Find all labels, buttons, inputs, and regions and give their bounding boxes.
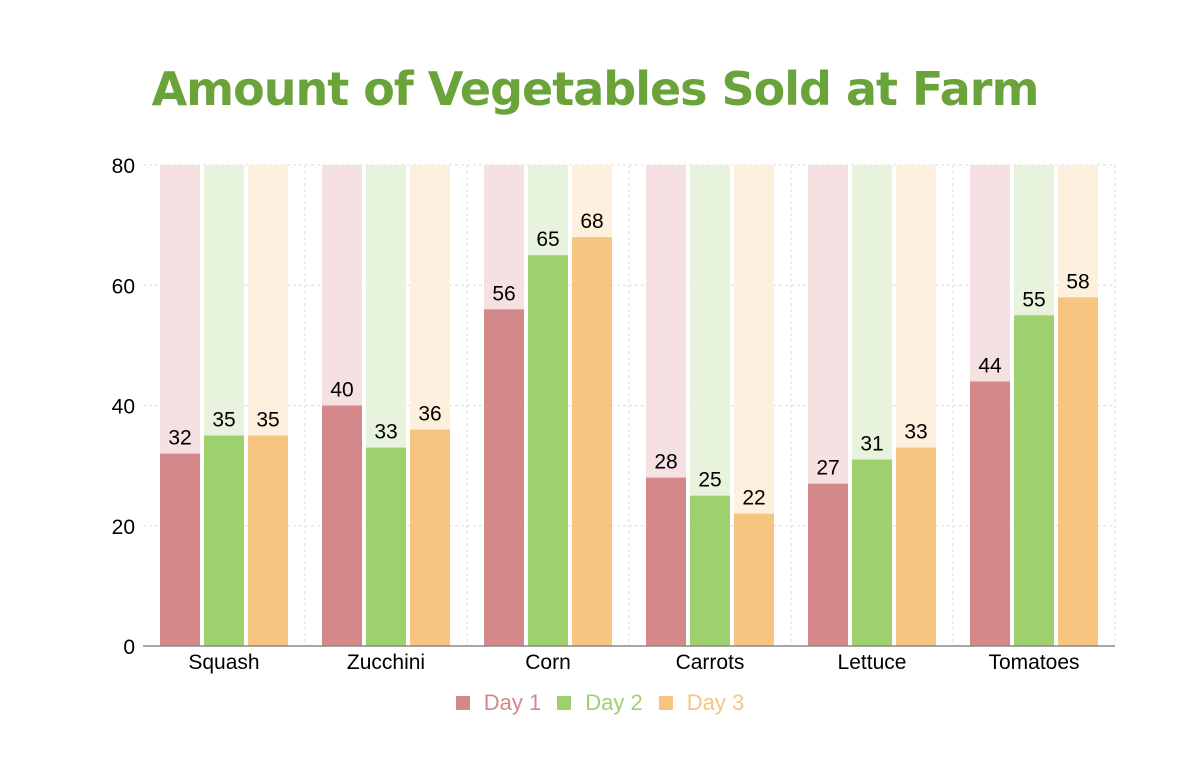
bar-tomatoes-day-3	[1058, 297, 1098, 646]
data-label-squash-day-3: 35	[256, 409, 279, 432]
data-label-tomatoes-day-3: 58	[1066, 270, 1089, 293]
bar-squash-day-2	[204, 435, 244, 646]
bar-carrots-day-3	[734, 513, 774, 646]
legend-label-day-1: Day 1	[483, 690, 542, 715]
data-label-corn-day-1: 56	[492, 282, 515, 305]
bar-lettuce-day-3	[896, 447, 936, 646]
chart-title: Amount of Vegetables Sold at Farm	[151, 62, 1040, 116]
bar-zucchini-day-1	[322, 405, 362, 646]
x-tick-label-lettuce: Lettuce	[838, 651, 907, 674]
bar-corn-day-2	[528, 255, 568, 646]
data-label-squash-day-1: 32	[168, 427, 191, 450]
x-tick-label-squash: Squash	[188, 651, 259, 674]
legend-item-day-2[interactable]: Day 2	[557, 690, 643, 716]
y-tick-label-20: 20	[112, 516, 135, 539]
bar-carrots-day-1	[646, 477, 686, 646]
y-tick-label-80: 80	[112, 155, 135, 178]
data-label-lettuce-day-3: 33	[904, 421, 927, 444]
bar-zucchini-day-2	[366, 447, 406, 646]
legend-swatch-day-1	[455, 696, 470, 710]
data-label-lettuce-day-1: 27	[816, 457, 839, 480]
legend-swatch-day-2	[557, 696, 572, 710]
data-label-carrots-day-3: 22	[742, 487, 765, 510]
data-label-zucchini-day-1: 40	[330, 379, 353, 402]
legend: Day 1 Day 2 Day 3	[0, 690, 1200, 716]
data-label-lettuce-day-2: 31	[860, 433, 883, 456]
x-tick-label-zucchini: Zucchini	[347, 651, 425, 674]
legend-label-day-2: Day 2	[585, 690, 643, 715]
bar-tomatoes-day-2	[1014, 315, 1054, 646]
data-label-corn-day-3: 68	[580, 210, 603, 233]
legend-item-day-3[interactable]: Day 3	[658, 690, 745, 716]
data-label-tomatoes-day-1: 44	[978, 354, 1002, 377]
data-label-tomatoes-day-2: 55	[1022, 288, 1045, 311]
data-label-corn-day-2: 65	[536, 228, 559, 251]
x-tick-label-corn: Corn	[525, 651, 571, 674]
bar-corn-day-3	[572, 237, 612, 646]
x-tick-label-carrots: Carrots	[676, 651, 745, 674]
x-tick-label-tomatoes: Tomatoes	[988, 651, 1079, 674]
legend-item-day-1[interactable]: Day 1	[455, 690, 542, 716]
bar-squash-day-1	[160, 453, 200, 646]
y-tick-label-0: 0	[123, 636, 135, 659]
legend-label-day-3: Day 3	[686, 690, 745, 715]
legend-swatch-day-3	[658, 696, 673, 710]
data-label-zucchini-day-2: 33	[374, 421, 397, 444]
data-label-zucchini-day-3: 36	[418, 403, 441, 426]
bar-corn-day-1	[484, 309, 524, 646]
bar-tomatoes-day-1	[970, 381, 1010, 646]
y-tick-label-60: 60	[112, 275, 135, 298]
bar-lettuce-day-1	[808, 483, 848, 646]
y-tick-label-40: 40	[112, 396, 135, 419]
bar-carrots-day-2	[690, 495, 730, 646]
data-label-carrots-day-2: 25	[698, 469, 721, 492]
data-label-carrots-day-1: 28	[654, 451, 677, 474]
bar-lettuce-day-2	[852, 459, 892, 646]
bar-squash-day-3	[248, 435, 288, 646]
bar-zucchini-day-3	[410, 429, 450, 646]
data-label-squash-day-2: 35	[212, 409, 235, 432]
